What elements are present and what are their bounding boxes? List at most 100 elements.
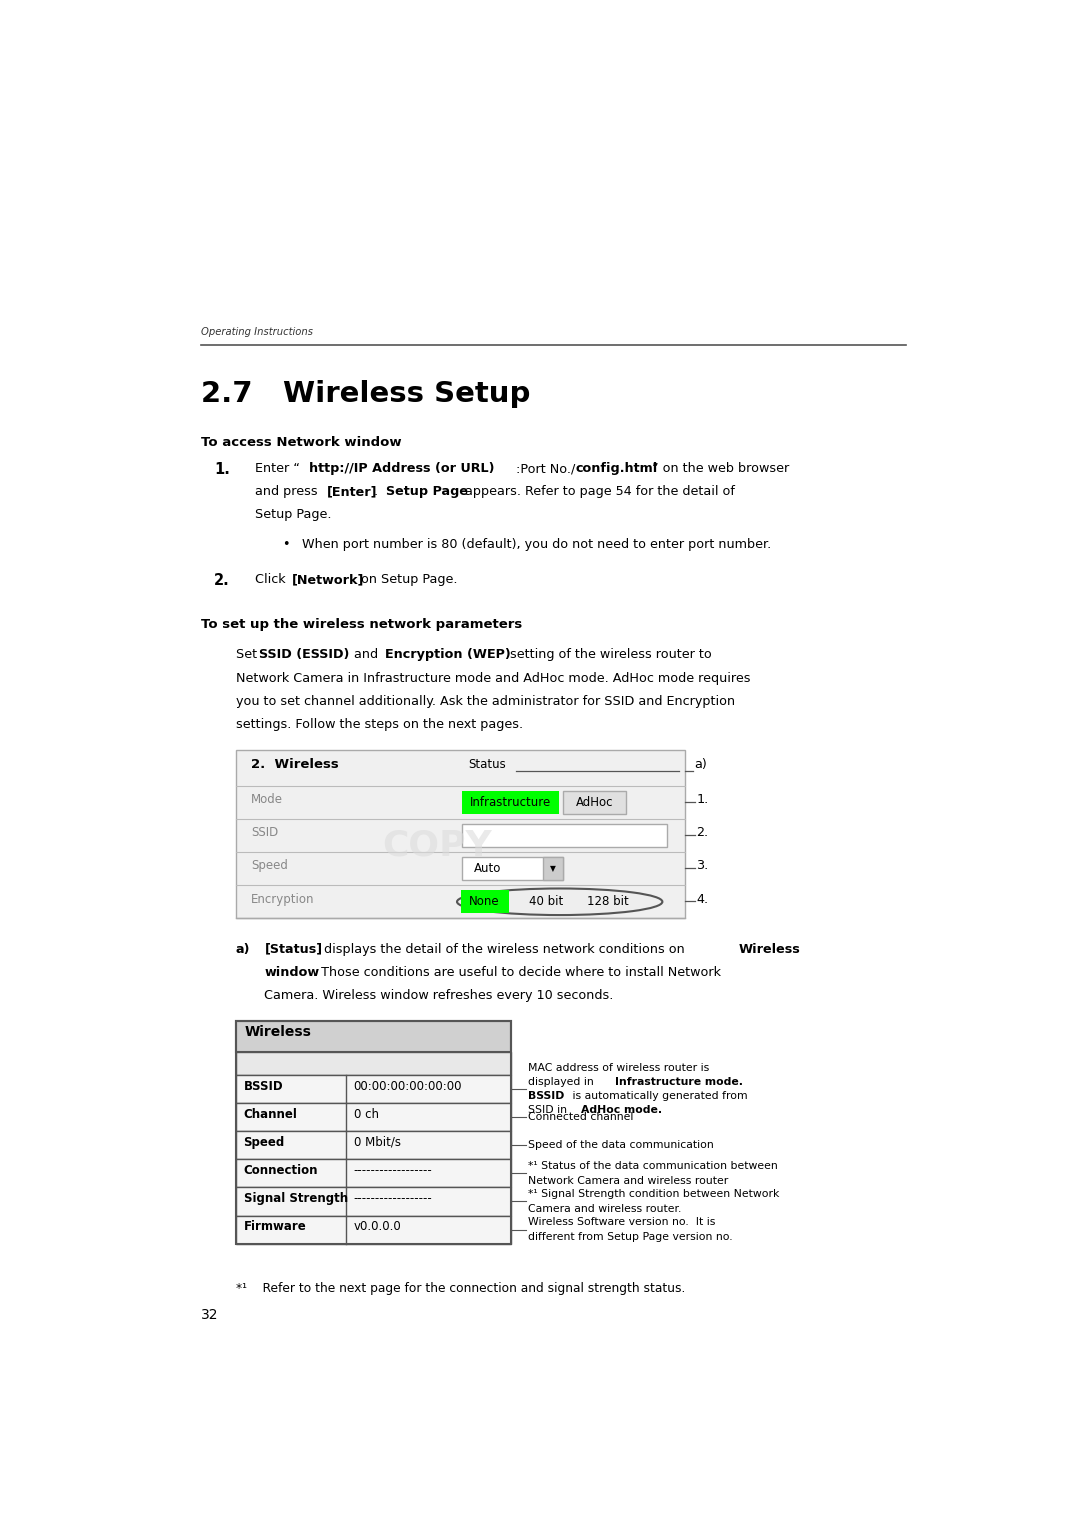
Text: config.html: config.html (576, 461, 658, 475)
Text: and press: and press (255, 486, 322, 498)
Text: Encryption: Encryption (252, 892, 314, 906)
Text: on Setup Page.: on Setup Page. (356, 573, 457, 585)
Text: 1.: 1. (697, 793, 708, 807)
Text: Enter “: Enter “ (255, 461, 300, 475)
Text: displays the detail of the wireless network conditions on: displays the detail of the wireless netw… (321, 943, 689, 955)
Text: [Enter]: [Enter] (326, 486, 377, 498)
Ellipse shape (457, 888, 662, 915)
Text: To access Network window: To access Network window (201, 435, 402, 449)
Text: MAC address of wireless router is: MAC address of wireless router is (528, 1062, 710, 1073)
Text: *¹    Refer to the next page for the connection and signal strength status.: *¹ Refer to the next page for the connec… (235, 1282, 685, 1296)
Text: Camera. Wireless window refreshes every 10 seconds.: Camera. Wireless window refreshes every … (265, 989, 613, 1002)
Text: ▼: ▼ (550, 865, 556, 872)
FancyBboxPatch shape (462, 857, 563, 880)
Text: To set up the wireless network parameters: To set up the wireless network parameter… (201, 617, 522, 631)
Text: Setup Page.: Setup Page. (255, 509, 332, 521)
Text: Setup Page: Setup Page (387, 486, 468, 498)
Text: 40 bit: 40 bit (528, 895, 563, 908)
FancyBboxPatch shape (235, 750, 685, 918)
Text: Channel: Channel (243, 1108, 297, 1120)
Text: 00:00:00:00:00:00: 00:00:00:00:00:00 (353, 1080, 462, 1093)
Text: Wireless: Wireless (739, 943, 800, 955)
Text: Mode: Mode (252, 793, 283, 807)
Text: v0.0.0.0: v0.0.0.0 (353, 1221, 402, 1233)
Text: settings. Follow the steps on the next pages.: settings. Follow the steps on the next p… (235, 718, 523, 730)
Text: *¹ Signal Strength condition between Network: *¹ Signal Strength condition between Net… (528, 1189, 780, 1199)
Text: 0 Mbit/s: 0 Mbit/s (353, 1135, 401, 1149)
Text: Speed: Speed (252, 859, 288, 872)
Text: None: None (469, 895, 500, 908)
Text: Status: Status (469, 758, 507, 770)
Text: is automatically generated from: is automatically generated from (569, 1091, 747, 1102)
FancyBboxPatch shape (235, 1076, 511, 1103)
Text: Speed of the data communication: Speed of the data communication (528, 1140, 714, 1151)
Text: 1.: 1. (214, 461, 230, 477)
FancyBboxPatch shape (235, 1103, 511, 1131)
Text: Network Camera in Infrastructure mode and AdHoc mode. AdHoc mode requires: Network Camera in Infrastructure mode an… (235, 671, 751, 685)
Text: Click: Click (255, 573, 289, 585)
Text: ------------------: ------------------ (353, 1164, 432, 1177)
FancyBboxPatch shape (462, 792, 559, 814)
FancyBboxPatch shape (235, 1187, 511, 1216)
Text: [Network]: [Network] (293, 573, 365, 585)
Text: 2.: 2. (697, 827, 708, 839)
Text: Operating Instructions: Operating Instructions (201, 327, 313, 338)
Text: ------------------: ------------------ (353, 1192, 432, 1206)
FancyBboxPatch shape (462, 824, 667, 847)
Text: ” on the web browser: ” on the web browser (652, 461, 789, 475)
Text: Wireless Software version no.  It is: Wireless Software version no. It is (528, 1218, 715, 1227)
Text: Firmware: Firmware (243, 1221, 307, 1233)
Text: a): a) (235, 943, 251, 955)
Text: you to set channel additionally. Ask the administrator for SSID and Encryption: you to set channel additionally. Ask the… (235, 695, 734, 707)
Text: Wireless: Wireless (245, 1025, 312, 1039)
Text: setting of the wireless router to: setting of the wireless router to (507, 648, 712, 662)
Text: SSID: SSID (252, 827, 279, 839)
Text: Network Camera and wireless router: Network Camera and wireless router (528, 1175, 728, 1186)
Text: :Port No./: :Port No./ (512, 461, 576, 475)
Text: appears. Refer to page 54 for the detail of: appears. Refer to page 54 for the detail… (461, 486, 735, 498)
FancyBboxPatch shape (235, 1021, 511, 1051)
Text: 32: 32 (201, 1308, 218, 1322)
Text: Signal Strength: Signal Strength (243, 1192, 348, 1206)
Text: SSID in: SSID in (528, 1105, 570, 1115)
Text: different from Setup Page version no.: different from Setup Page version no. (528, 1232, 732, 1242)
FancyBboxPatch shape (563, 792, 626, 814)
Text: When port number is 80 (default), you do not need to enter port number.: When port number is 80 (default), you do… (301, 538, 771, 550)
Text: window: window (265, 966, 320, 978)
FancyBboxPatch shape (460, 891, 509, 914)
Text: Infrastructure mode.: Infrastructure mode. (615, 1077, 743, 1086)
Text: . Those conditions are useful to decide where to install Network: . Those conditions are useful to decide … (313, 966, 721, 978)
Text: BSSID: BSSID (528, 1091, 564, 1102)
Text: Speed: Speed (243, 1135, 285, 1149)
Text: http://IP Address (or URL): http://IP Address (or URL) (309, 461, 495, 475)
Text: BSSID: BSSID (243, 1080, 283, 1093)
Text: COPY: COPY (382, 828, 492, 863)
Text: Connected channel: Connected channel (528, 1112, 633, 1122)
Text: displayed in: displayed in (528, 1077, 597, 1086)
Text: AdHoc mode.: AdHoc mode. (581, 1105, 662, 1115)
FancyBboxPatch shape (235, 1051, 511, 1076)
Text: Encryption (WEP): Encryption (WEP) (384, 648, 511, 662)
Text: •: • (282, 538, 289, 550)
Text: 4.: 4. (697, 892, 708, 906)
Text: 2.7   Wireless Setup: 2.7 Wireless Setup (201, 380, 530, 408)
Text: Connection: Connection (243, 1164, 318, 1177)
FancyBboxPatch shape (543, 857, 563, 880)
Text: a): a) (694, 758, 707, 770)
Text: 2.  Wireless: 2. Wireless (252, 758, 339, 770)
Text: Infrastructure: Infrastructure (470, 796, 551, 808)
Text: 128 bit: 128 bit (586, 895, 629, 908)
FancyBboxPatch shape (235, 1160, 511, 1187)
Text: *¹ Status of the data communication between: *¹ Status of the data communication betw… (528, 1161, 778, 1172)
Text: AdHoc: AdHoc (576, 796, 613, 808)
Text: 3.: 3. (697, 859, 708, 872)
Text: Auto: Auto (474, 862, 501, 876)
FancyBboxPatch shape (235, 1216, 511, 1244)
Text: and: and (350, 648, 382, 662)
Text: 2.: 2. (214, 573, 230, 588)
Text: .: . (375, 486, 382, 498)
Text: SSID (ESSID): SSID (ESSID) (259, 648, 349, 662)
Text: 0 ch: 0 ch (353, 1108, 379, 1120)
FancyBboxPatch shape (235, 1131, 511, 1160)
Text: Camera and wireless router.: Camera and wireless router. (528, 1204, 681, 1213)
